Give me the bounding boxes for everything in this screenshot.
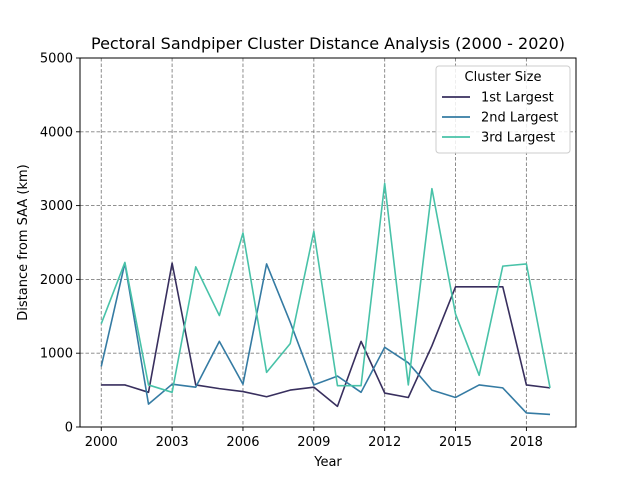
x-tick-label: 2000 [85,435,118,450]
x-tick-label: 2003 [156,435,189,450]
x-axis: 2000 2003 2006 2009 2012 2015 2018 [85,427,543,450]
legend-entry-label: 1st Largest [481,91,554,106]
series-line-2 [100,262,551,416]
y-axis-label: Distance from SAA (km) [16,164,31,320]
series-lines [100,182,551,416]
chart-title: Pectoral Sandpiper Cluster Distance Anal… [91,34,565,53]
legend: Cluster Size 1st Largest 2nd Largest 3rd La… [435,65,571,154]
legend-box [435,65,571,154]
x-tick-label: 2006 [226,435,259,450]
plot-frame [79,57,577,428]
series-line-1 [101,262,551,408]
x-tick-label: 2009 [297,435,330,450]
y-tick-label: 2000 [40,273,73,288]
y-tick-label: 5000 [40,52,73,67]
y-tick-label: 1000 [40,347,73,362]
legend-title: Cluster Size [465,70,542,85]
x-tick-label: 2012 [368,435,401,450]
y-axis: 0 1000 2000 3000 4000 5000 [40,52,80,436]
y-tick-label: 0 [65,421,73,436]
y-tick-label: 3000 [40,199,73,214]
legend-entry-label: 3rd Largest [481,131,555,146]
legend-entry-label: 2nd Largest [481,111,558,126]
x-axis-label: Year [313,455,342,470]
series-line-3 [100,182,551,394]
x-tick-label: 2015 [439,435,472,450]
y-tick-label: 4000 [40,125,73,140]
x-tick-label: 2018 [510,435,543,450]
